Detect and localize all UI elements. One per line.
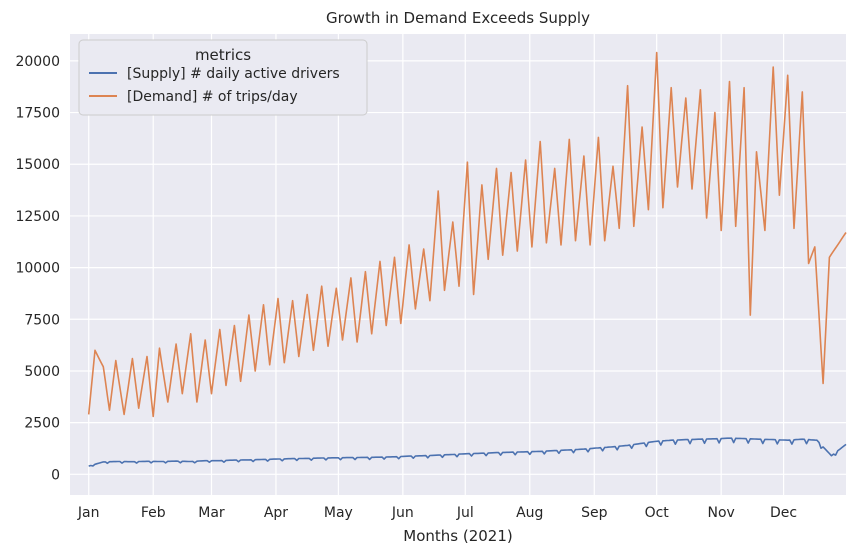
x-tick-label: Apr — [264, 505, 288, 521]
x-tick-label: May — [324, 505, 353, 521]
x-tick-label: Aug — [516, 505, 543, 521]
x-tick-label: Jul — [456, 505, 474, 521]
y-tick-label: 0 — [51, 467, 60, 483]
y-tick-label: 17500 — [15, 106, 60, 122]
legend: metrics [Supply] # daily active drivers … — [78, 39, 368, 116]
x-axis-label: Months (2021) — [403, 527, 512, 545]
x-tick-label: Dec — [770, 505, 797, 521]
series-line-demand — [87, 51, 847, 418]
legend-title: metrics — [195, 46, 251, 64]
y-tick-labels: 0 2500 5000 7500 10000 12500 15000 17500 20000 — [15, 54, 60, 483]
y-tick-label: 2500 — [24, 416, 60, 432]
y-tick-label: 7500 — [24, 312, 60, 328]
x-tick-label: Jan — [77, 505, 100, 521]
legend-entry-demand: [Demand] # of trips/day — [127, 89, 298, 105]
x-tick-label: Jun — [391, 505, 414, 521]
chart-title: Growth in Demand Exceeds Supply — [326, 9, 590, 27]
y-tick-label: 5000 — [24, 364, 60, 380]
y-tick-label: 10000 — [15, 261, 60, 277]
y-tick-label: 15000 — [15, 157, 60, 173]
y-tick-label: 12500 — [15, 209, 60, 225]
x-tick-labels: Jan Feb Mar Apr May Jun Jul Aug Sep Oct Nov Dec — [77, 505, 797, 521]
legend-box — [78, 39, 368, 116]
series-line-supply — [88, 437, 847, 467]
series-layer — [87, 51, 847, 467]
x-tick-label: Oct — [645, 505, 670, 521]
x-tick-label: Mar — [198, 505, 225, 521]
x-tick-label: Nov — [708, 505, 735, 521]
x-tick-label: Sep — [581, 505, 608, 521]
x-tick-label: Feb — [141, 505, 166, 521]
y-tick-label: 20000 — [15, 54, 60, 70]
legend-entry-supply: [Supply] # daily active drivers — [127, 66, 340, 82]
